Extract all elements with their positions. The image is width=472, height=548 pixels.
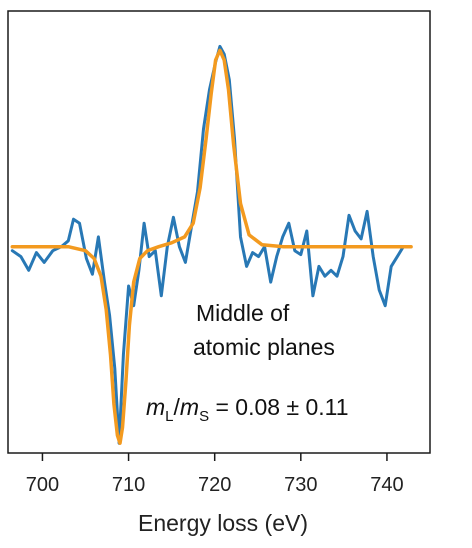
ratio-value: = 0.08 ± 0.11: [209, 394, 348, 420]
x-tick-label: 740: [370, 474, 403, 496]
x-tick-label: 730: [284, 474, 317, 496]
x-tick-label: 700: [26, 474, 59, 496]
annotation-line-1: Middle of: [196, 300, 290, 326]
ratio-sub2: S: [199, 408, 209, 425]
x-tick-label: 720: [198, 474, 231, 496]
series-layer: [10, 44, 413, 445]
annotation-line-2: atomic planes: [193, 334, 335, 360]
ratio-sub1: L: [165, 408, 173, 425]
ratio-m2: m: [180, 394, 199, 420]
plot-frame: [7, 10, 431, 454]
ratio-slash: /: [174, 394, 181, 420]
x-ticks: 700 710 720 730 740: [26, 453, 404, 496]
ratio-m1: m: [146, 394, 165, 420]
x-axis-title: Energy loss (eV): [138, 510, 308, 536]
ratio-annotation: mL/mS = 0.08 ± 0.11: [146, 394, 349, 425]
x-tick-label: 710: [112, 474, 145, 496]
fit-series-line: [10, 48, 413, 445]
